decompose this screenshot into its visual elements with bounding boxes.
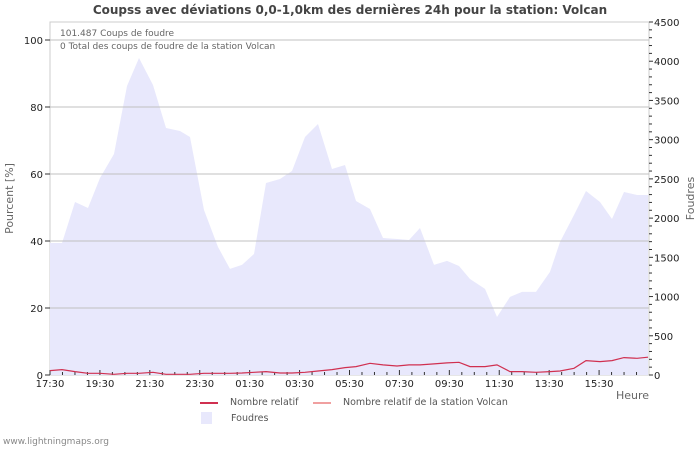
x-tick-label: 17:30 xyxy=(36,379,65,390)
legend-swatch-station xyxy=(313,401,331,404)
x-tick-label: 03:30 xyxy=(285,379,314,390)
x-tick-label: 23:30 xyxy=(185,379,214,390)
x-tick-label: 05:30 xyxy=(335,379,364,390)
info-total-strikes: 101.487 Coups de foudre xyxy=(60,29,175,39)
chart-title: Coupss avec déviations 0,0-1,0km des der… xyxy=(92,3,608,17)
y-tick-label-right: 3000 xyxy=(654,136,679,147)
x-tick-label: 15:30 xyxy=(585,379,614,390)
x-tick-label: 09:30 xyxy=(435,379,464,390)
y-tick-label-right: 1000 xyxy=(654,293,679,304)
nombre-relatif-line xyxy=(49,356,649,375)
y-tick-label-right: 1500 xyxy=(654,253,679,264)
x-tick-label: 01:30 xyxy=(235,379,264,390)
y-axis-title-right: Foudres xyxy=(684,177,697,221)
x-tick-label: 13:30 xyxy=(535,379,564,390)
y-tick-label-right: 3500 xyxy=(654,96,679,107)
y-tick-label-left: 60 xyxy=(30,170,43,181)
x-tick-label: 11:30 xyxy=(485,379,514,390)
y-tick-label-right: 4000 xyxy=(654,57,679,68)
legend-swatch-foudres xyxy=(201,412,212,424)
y-tick-label-left: 0 xyxy=(37,371,43,382)
x-tick-label: 19:30 xyxy=(86,379,115,390)
legend-item-station-relatif: Nombre relatif de la station Volcan xyxy=(313,397,508,408)
y-tick-label-right: 2500 xyxy=(654,175,679,186)
footer-link[interactable]: www.lightningmaps.org xyxy=(3,437,109,447)
x-tick-label: 21:30 xyxy=(135,379,164,390)
y-tick-label-left: 20 xyxy=(30,304,43,315)
legend-swatch-relatif xyxy=(200,401,218,404)
y-tick-label-right: 2000 xyxy=(654,214,679,225)
y-tick-label-right: 4500 xyxy=(654,18,679,29)
y-tick-label-left: 40 xyxy=(30,237,43,248)
info-station-strikes: 0 Total des coups de foudre de la statio… xyxy=(60,42,276,52)
x-tick-label: 07:30 xyxy=(385,379,414,390)
y-tick-label-left: 80 xyxy=(30,103,43,114)
legend-label: Foudres xyxy=(231,412,269,424)
legend-item-foudres: Foudres xyxy=(198,412,268,424)
y-tick-label-right: 0 xyxy=(654,371,660,382)
y-axis-title-left: Pourcent [%] xyxy=(3,163,16,234)
y-tick-label-left: 100 xyxy=(24,36,43,47)
y-tick-label-right: 500 xyxy=(654,332,673,343)
x-axis-title: Heure xyxy=(616,389,650,402)
legend-item-nombre-relatif: Nombre relatif xyxy=(200,397,298,408)
legend-label: Nombre relatif xyxy=(230,397,299,408)
legend-label: Nombre relatif de la station Volcan xyxy=(343,397,508,408)
foudres-area xyxy=(50,58,648,375)
